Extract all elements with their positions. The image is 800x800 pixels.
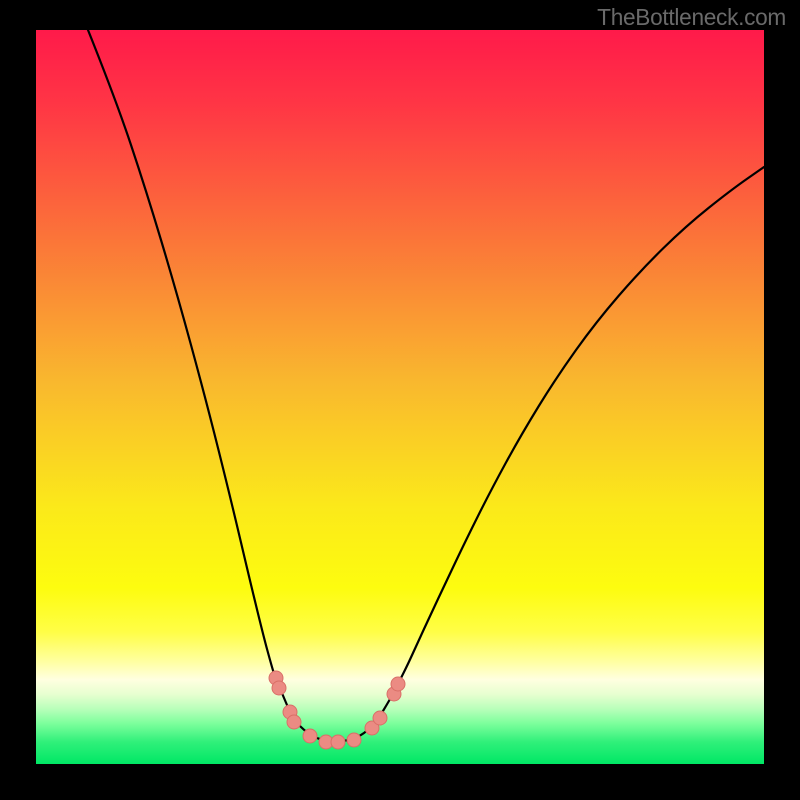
data-marker (347, 733, 361, 747)
chart-frame: TheBottleneck.com (0, 0, 800, 800)
data-marker (391, 677, 405, 691)
bottleneck-curve (88, 30, 764, 742)
data-marker (373, 711, 387, 725)
watermark-text: TheBottleneck.com (597, 4, 786, 31)
curve-layer (36, 30, 764, 764)
data-marker (287, 715, 301, 729)
data-marker (303, 729, 317, 743)
plot-area (36, 30, 764, 764)
data-marker (331, 735, 345, 749)
data-marker (272, 681, 286, 695)
